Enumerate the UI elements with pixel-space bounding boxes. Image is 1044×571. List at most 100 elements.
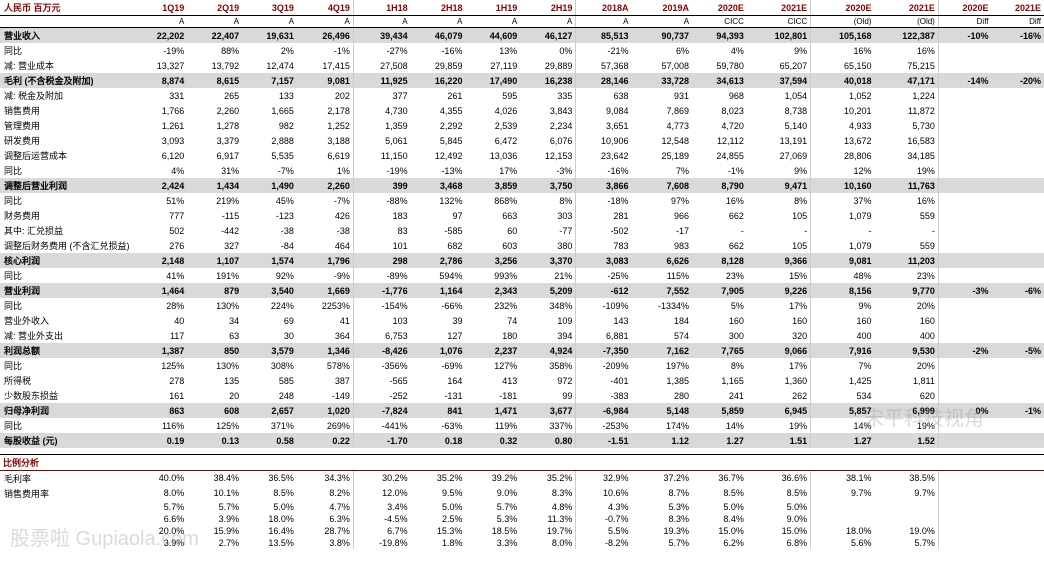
cell: -9%: [297, 268, 353, 283]
cell: 180: [465, 328, 520, 343]
cell: [938, 298, 991, 313]
cell: -115: [187, 208, 242, 223]
col-subheader: A: [353, 16, 410, 28]
cell: 5%: [692, 298, 747, 313]
cell: 8,128: [692, 253, 747, 268]
cell: 320: [747, 328, 811, 343]
cell: 7,916: [811, 343, 875, 358]
cell: 3,866: [576, 178, 632, 193]
cell: 585: [242, 373, 297, 388]
cell: 9,770: [875, 283, 939, 298]
cell: 57,008: [632, 58, 693, 73]
cell: 6,626: [632, 253, 693, 268]
cell: 183: [353, 208, 410, 223]
cell: 13,672: [811, 133, 875, 148]
cell: 863: [133, 403, 188, 418]
cell: 18.5%: [465, 525, 520, 537]
cell: [938, 118, 991, 133]
cell: 3,188: [297, 133, 353, 148]
cell: 2,292: [411, 118, 466, 133]
cell: 3,579: [242, 343, 297, 358]
cell: 4,773: [632, 118, 693, 133]
cell: 1,490: [242, 178, 297, 193]
cell: 1,471: [465, 403, 520, 418]
col-subheader: A: [632, 16, 693, 28]
cell: -66%: [411, 298, 466, 313]
cell: 0.32: [465, 433, 520, 448]
cell: 241: [692, 388, 747, 403]
cell: -84: [242, 238, 297, 253]
col-subheader: Diff: [938, 16, 991, 28]
cell: 6,076: [520, 133, 576, 148]
cell: 37%: [811, 193, 875, 208]
cell: 0.58: [242, 433, 297, 448]
cell: 47,171: [875, 73, 939, 88]
cell: [938, 133, 991, 148]
cell: -7,824: [353, 403, 410, 418]
cell: 1,076: [411, 343, 466, 358]
cell: 1.27: [692, 433, 747, 448]
cell: 2.7%: [187, 537, 242, 549]
cell: 1,278: [187, 118, 242, 133]
cell: 17%: [747, 298, 811, 313]
cell: 191%: [187, 268, 242, 283]
cell: -: [747, 223, 811, 238]
cell: -181: [465, 388, 520, 403]
cell: 27,069: [747, 148, 811, 163]
row-label: 营业利润: [0, 283, 133, 298]
cell: 97%: [632, 193, 693, 208]
row-label: 同比: [0, 298, 133, 313]
cell: 15.0%: [692, 525, 747, 537]
cell: 308%: [242, 358, 297, 373]
cell: 69: [242, 313, 297, 328]
cell: 559: [875, 238, 939, 253]
cell: 327: [187, 238, 242, 253]
cell: [938, 486, 991, 501]
cell: 39: [411, 313, 466, 328]
cell: 2,148: [133, 253, 188, 268]
col-subheader: A: [465, 16, 520, 28]
cell: 337%: [520, 418, 576, 433]
cell: -565: [353, 373, 410, 388]
cell: 23%: [875, 268, 939, 283]
cell: -131: [411, 388, 466, 403]
cell: 620: [875, 388, 939, 403]
cell: 7,869: [632, 103, 693, 118]
cell: 16%: [811, 43, 875, 58]
cell: 8%: [747, 193, 811, 208]
cell: [938, 268, 991, 283]
cell: 6.8%: [747, 537, 811, 549]
cell: 1,261: [133, 118, 188, 133]
cell: 63: [187, 328, 242, 343]
cell: 3,651: [576, 118, 632, 133]
cell: 5.7%: [465, 501, 520, 513]
cell: 102,801: [747, 28, 811, 44]
cell: -89%: [353, 268, 410, 283]
cell: 19%: [875, 418, 939, 433]
cell: [938, 418, 991, 433]
cell: [938, 208, 991, 223]
cell: -0.7%: [576, 513, 632, 525]
cell: 12,492: [411, 148, 466, 163]
cell: 982: [242, 118, 297, 133]
cell: 8%: [520, 193, 576, 208]
cell: 931: [632, 88, 693, 103]
cell: 28%: [133, 298, 188, 313]
cell: 3,859: [465, 178, 520, 193]
cell: -16%: [411, 43, 466, 58]
cell: 1,385: [632, 373, 693, 388]
cell: 966: [632, 208, 693, 223]
cell: [938, 223, 991, 238]
cell: 6,945: [747, 403, 811, 418]
cell: 15.9%: [187, 525, 242, 537]
row-label: 每股收益 (元): [0, 433, 133, 448]
cell: 394: [520, 328, 576, 343]
cell: 16,583: [875, 133, 939, 148]
cell: -: [875, 223, 939, 238]
row-label: 所得税: [0, 373, 133, 388]
col-header: 2021E: [747, 0, 811, 16]
cell: [992, 163, 1044, 178]
cell: -6%: [992, 283, 1044, 298]
cell: 1,346: [297, 343, 353, 358]
cell: 12,474: [242, 58, 297, 73]
